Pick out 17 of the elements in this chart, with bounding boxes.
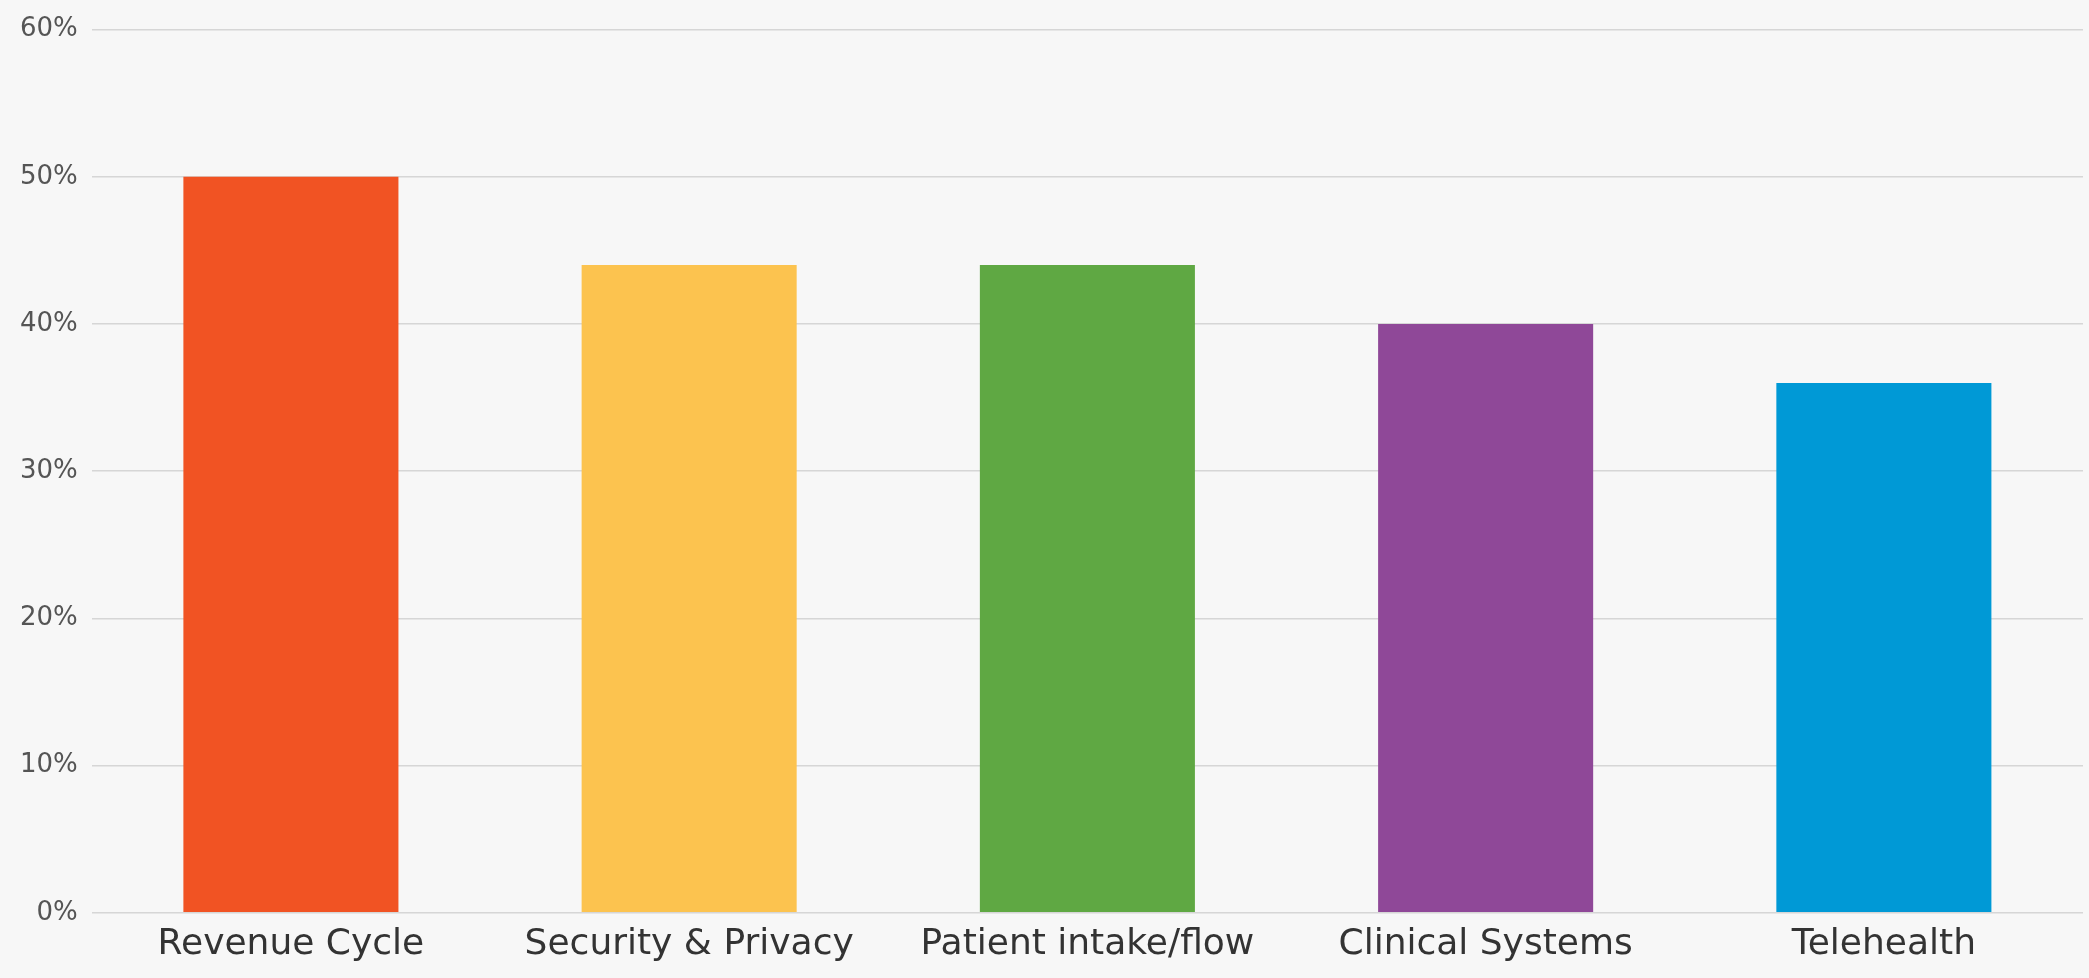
y-tick-label: 0% bbox=[36, 895, 78, 926]
bar bbox=[1776, 382, 1992, 913]
y-tick-label: 10% bbox=[19, 748, 78, 779]
y-tick-label: 20% bbox=[19, 601, 78, 632]
x-tick-label: Patient intake/flow bbox=[920, 920, 1255, 962]
bar bbox=[183, 176, 399, 913]
y-tick-label: 50% bbox=[19, 159, 78, 190]
bar bbox=[581, 265, 797, 913]
y-tick-label: 30% bbox=[19, 453, 78, 484]
x-tick-label: Revenue Cycle bbox=[157, 920, 425, 962]
y-tick-label: 40% bbox=[19, 306, 78, 337]
x-tick-label: Telehealth bbox=[1790, 920, 1976, 962]
bar bbox=[1378, 324, 1594, 913]
bar bbox=[979, 265, 1195, 913]
x-tick-label: Clinical Systems bbox=[1338, 920, 1633, 962]
y-tick-label: 60% bbox=[19, 12, 78, 43]
x-tick-label: Security & Privacy bbox=[524, 920, 854, 962]
